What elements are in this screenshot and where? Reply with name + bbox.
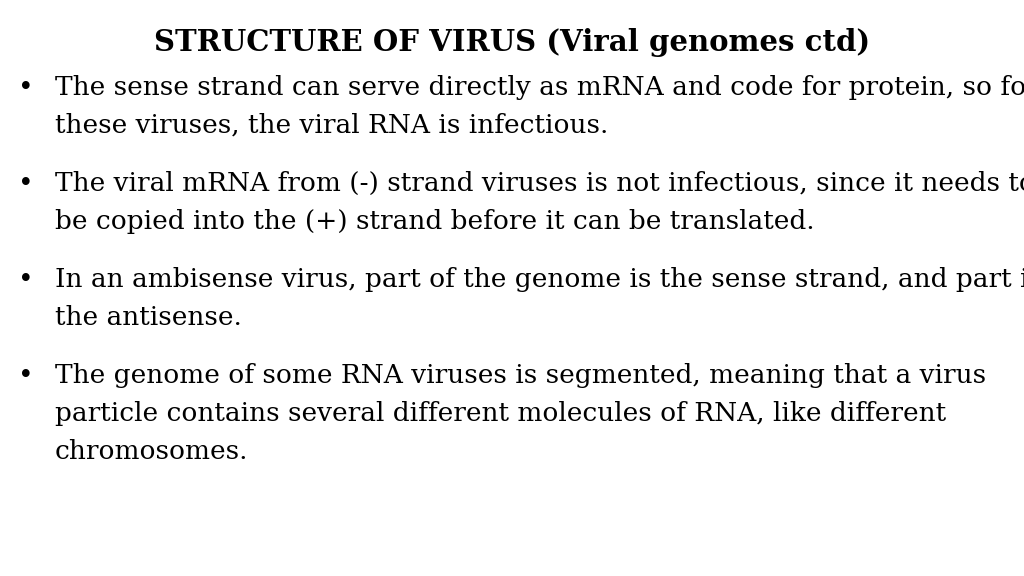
Text: •: • <box>18 171 34 196</box>
Text: these viruses, the viral RNA is infectious.: these viruses, the viral RNA is infectio… <box>55 113 608 138</box>
Text: •: • <box>18 267 34 292</box>
Text: In an ambisense virus, part of the genome is the sense strand, and part is: In an ambisense virus, part of the genom… <box>55 267 1024 292</box>
Text: •: • <box>18 363 34 388</box>
Text: chromosomes.: chromosomes. <box>55 439 249 464</box>
Text: The sense strand can serve directly as mRNA and code for protein, so for: The sense strand can serve directly as m… <box>55 75 1024 100</box>
Text: the antisense.: the antisense. <box>55 305 242 330</box>
Text: particle contains several different molecules of RNA, like different: particle contains several different mole… <box>55 401 946 426</box>
Text: The viral mRNA from (-) strand viruses is not infectious, since it needs to: The viral mRNA from (-) strand viruses i… <box>55 171 1024 196</box>
Text: The genome of some RNA viruses is segmented, meaning that a virus: The genome of some RNA viruses is segmen… <box>55 363 986 388</box>
Text: be copied into the (+) strand before it can be translated.: be copied into the (+) strand before it … <box>55 209 815 234</box>
Text: STRUCTURE OF VIRUS (Viral genomes ctd): STRUCTURE OF VIRUS (Viral genomes ctd) <box>154 28 870 57</box>
Text: •: • <box>18 75 34 100</box>
